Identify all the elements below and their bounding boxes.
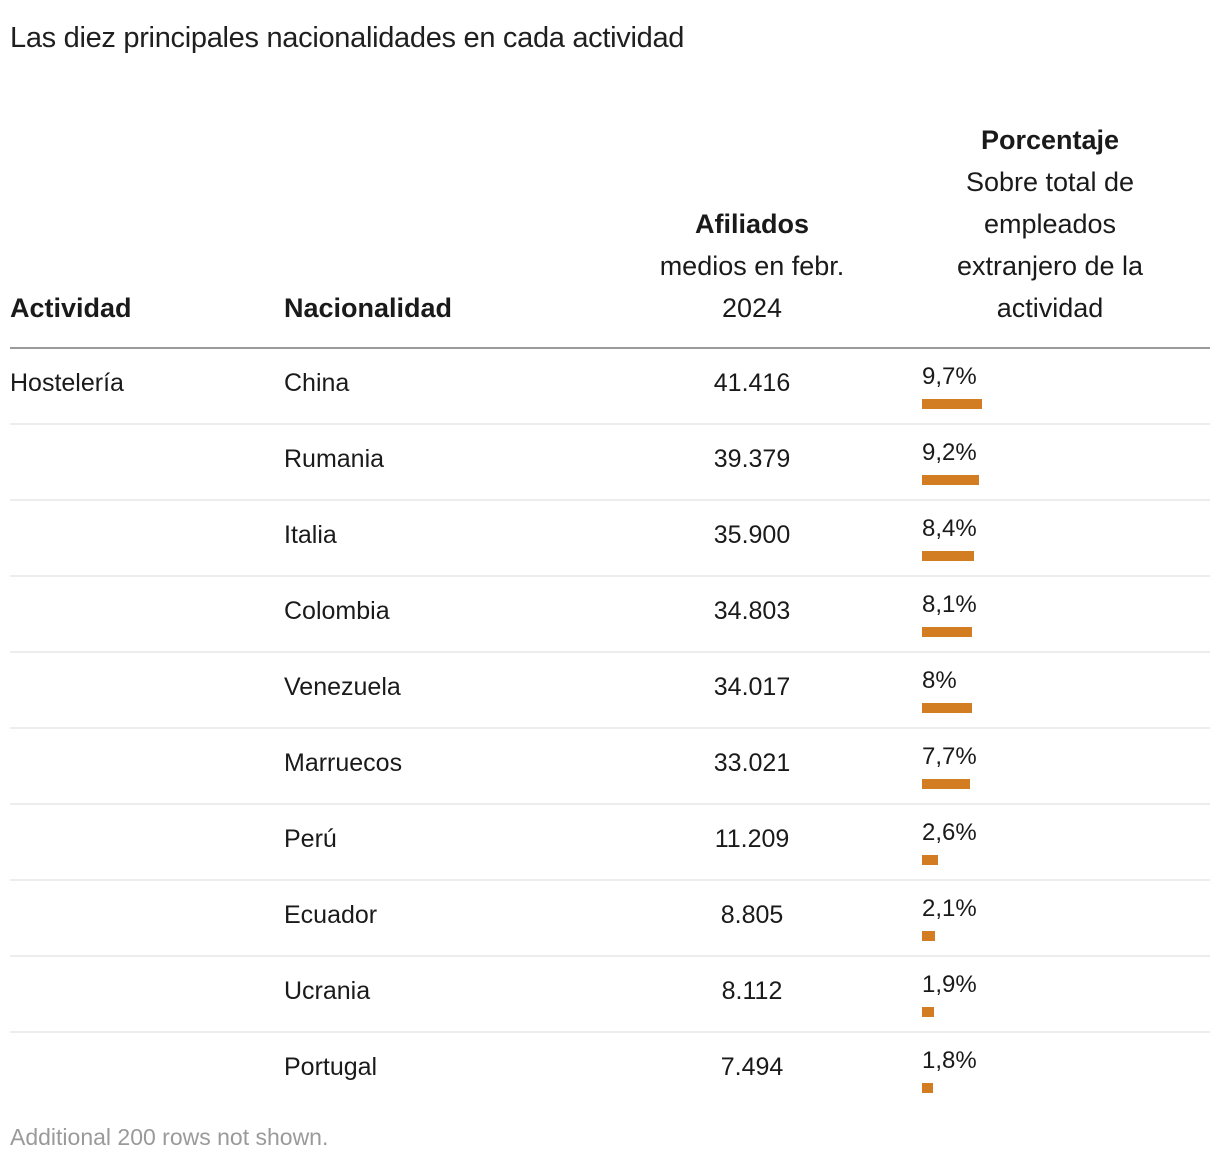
header-porcentaje[interactable]: Porcentaje Sobre total de empleados extr…	[930, 119, 1170, 329]
percentage-bar	[922, 779, 970, 789]
cell-porcentaje: 7,7%	[922, 743, 977, 770]
cell-afiliados: 34.803	[713, 597, 791, 625]
table-title: Las diez principales nacionalidades en c…	[10, 22, 685, 54]
percentage-bar	[922, 399, 982, 409]
cell-afiliados: 11.209	[714, 825, 790, 853]
table-row: Perú 11.209 2,6%	[10, 805, 1210, 881]
table-body: Hostelería China 41.416 9,7% Rumania 39.379 9,…	[10, 349, 1210, 1107]
percentage-bar	[922, 703, 972, 713]
percentage-bar	[922, 931, 935, 941]
table-row: Portugal 7.494 1,8%	[10, 1033, 1210, 1107]
percentage-bar	[922, 551, 974, 561]
cell-porcentaje: 2,6%	[922, 819, 977, 846]
cell-actividad: Hostelería	[10, 369, 124, 397]
header-porcentaje-title: Porcentaje	[980, 125, 1120, 155]
table-row: Colombia 34.803 8,1%	[10, 577, 1210, 653]
percentage-bar	[922, 1083, 933, 1093]
header-actividad[interactable]: Actividad	[10, 293, 132, 323]
cell-porcentaje: 9,2%	[922, 439, 977, 466]
cell-afiliados: 34.017	[713, 673, 791, 701]
percentage-bar	[922, 475, 979, 485]
table-header: Actividad Nacionalidad Afiliados medios …	[10, 118, 1210, 349]
cell-porcentaje: 2,1%	[922, 895, 977, 922]
cell-afiliados: 8.805	[720, 901, 784, 929]
cell-porcentaje: 8%	[922, 667, 957, 694]
cell-nacionalidad: Portugal	[284, 1053, 378, 1081]
table-row: Ucrania 8.112 1,9%	[10, 957, 1210, 1033]
cell-nacionalidad: Ucrania	[284, 977, 371, 1005]
header-nacionalidad[interactable]: Nacionalidad	[284, 293, 453, 323]
cell-afiliados: 8.112	[721, 977, 783, 1005]
percentage-bar	[922, 1007, 934, 1017]
header-afiliados-title: Afiliados	[694, 209, 809, 239]
cell-nacionalidad: Rumania	[284, 445, 385, 473]
cell-nacionalidad: Ecuador	[284, 901, 378, 929]
header-porcentaje-sub-2: empleados	[983, 209, 1117, 239]
cell-afiliados: 39.379	[713, 445, 791, 473]
cell-afiliados: 33.021	[713, 749, 791, 777]
cell-nacionalidad: Marruecos	[284, 749, 403, 777]
header-afiliados-sub-2: 2024	[721, 293, 783, 323]
footnote: Additional 200 rows not shown.	[10, 1124, 329, 1150]
cell-afiliados: 41.416	[713, 369, 791, 397]
data-table: Actividad Nacionalidad Afiliados medios …	[10, 118, 1210, 1107]
table-row: Marruecos 33.021 7,7%	[10, 729, 1210, 805]
cell-nacionalidad: China	[284, 369, 350, 397]
cell-porcentaje: 1,8%	[922, 1047, 977, 1074]
table-row: Italia 35.900 8,4%	[10, 501, 1210, 577]
cell-nacionalidad: Venezuela	[284, 673, 401, 701]
header-porcentaje-sub-1: Sobre total de	[965, 167, 1135, 197]
header-afiliados-sub-1: medios en febr.	[659, 251, 845, 281]
percentage-bar	[922, 855, 938, 865]
header-porcentaje-sub-4: actividad	[996, 293, 1104, 323]
table-row: Rumania 39.379 9,2%	[10, 425, 1210, 501]
table-row: Hostelería China 41.416 9,7%	[10, 349, 1210, 425]
cell-afiliados: 35.900	[713, 521, 791, 549]
cell-afiliados: 7.494	[720, 1053, 784, 1081]
header-afiliados[interactable]: Afiliados medios en febr. 2024	[632, 203, 872, 329]
cell-porcentaje: 1,9%	[922, 971, 977, 998]
cell-nacionalidad: Colombia	[284, 597, 390, 625]
cell-nacionalidad: Italia	[284, 521, 337, 549]
cell-nacionalidad: Perú	[284, 825, 337, 853]
cell-porcentaje: 8,4%	[922, 515, 977, 542]
cell-porcentaje: 9,7%	[922, 363, 977, 390]
header-porcentaje-sub-3: extranjero de la	[956, 251, 1144, 281]
cell-porcentaje: 8,1%	[922, 591, 977, 618]
table-row: Venezuela 34.017 8%	[10, 653, 1210, 729]
percentage-bar	[922, 627, 972, 637]
table-row: Ecuador 8.805 2,1%	[10, 881, 1210, 957]
